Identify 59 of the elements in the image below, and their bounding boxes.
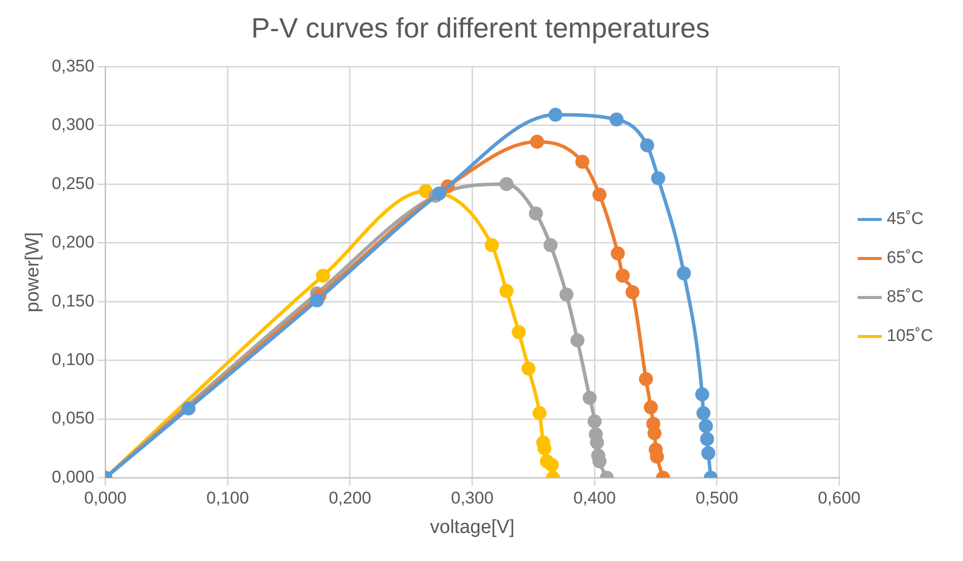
- point: [500, 284, 514, 298]
- point: [530, 134, 544, 149]
- point: [559, 288, 574, 302]
- point: [575, 154, 590, 169]
- x-tick-label: 0,600: [818, 488, 860, 508]
- point: [500, 177, 514, 192]
- point: [544, 238, 558, 252]
- x-tick-label: 0,300: [450, 488, 494, 508]
- y-tick-label: 0,150: [52, 291, 94, 310]
- point: [592, 188, 606, 202]
- x-tick-label: 0,200: [328, 488, 372, 508]
- point: [625, 285, 640, 300]
- y-tick-label: 0,300: [52, 115, 94, 134]
- point: [570, 333, 584, 348]
- point: [638, 372, 653, 386]
- x-tick-label: 0,100: [206, 488, 249, 508]
- y-tick-label: 0,350: [52, 56, 94, 76]
- point: [640, 138, 654, 152]
- point: [316, 268, 330, 283]
- y-tick-label: 0,000: [52, 467, 94, 486]
- y-axis-title: power[W]: [22, 232, 44, 312]
- point: [701, 446, 716, 460]
- point: [695, 387, 710, 402]
- point: [310, 293, 324, 308]
- point: [484, 238, 499, 252]
- x-axis-title: voltage[V]: [430, 516, 515, 538]
- y-tick-label: 0,250: [52, 174, 94, 193]
- point: [512, 325, 526, 340]
- x-tick-label: 0,500: [696, 488, 738, 508]
- point: [432, 186, 446, 200]
- legend-label: 105˚C: [886, 326, 934, 346]
- point: [676, 266, 691, 280]
- point: [696, 406, 710, 420]
- point: [548, 108, 562, 122]
- point: [700, 432, 714, 446]
- point: [522, 362, 536, 376]
- point: [698, 419, 713, 434]
- point: [610, 112, 624, 126]
- point: [182, 401, 196, 416]
- point: [544, 458, 559, 472]
- point: [528, 206, 543, 220]
- legend-label: 45˚C: [886, 209, 924, 228]
- legend-label: 65˚C: [886, 248, 924, 268]
- y-tick-label: 0,200: [52, 232, 94, 252]
- point: [616, 268, 630, 283]
- legend-label: 85˚C: [886, 287, 924, 306]
- point: [648, 426, 662, 440]
- point: [532, 406, 547, 420]
- point: [651, 171, 666, 186]
- point: [644, 400, 658, 414]
- point: [610, 246, 625, 260]
- chart-title: P-V curves for different temperatures: [251, 12, 710, 44]
- point: [588, 414, 602, 428]
- point: [582, 390, 597, 405]
- point: [590, 436, 604, 450]
- x-tick-label: 0,400: [573, 488, 616, 508]
- x-tick-label: 0,000: [84, 488, 127, 508]
- y-tick-label: 0,050: [52, 408, 94, 428]
- y-tick-label: 0,100: [52, 350, 94, 369]
